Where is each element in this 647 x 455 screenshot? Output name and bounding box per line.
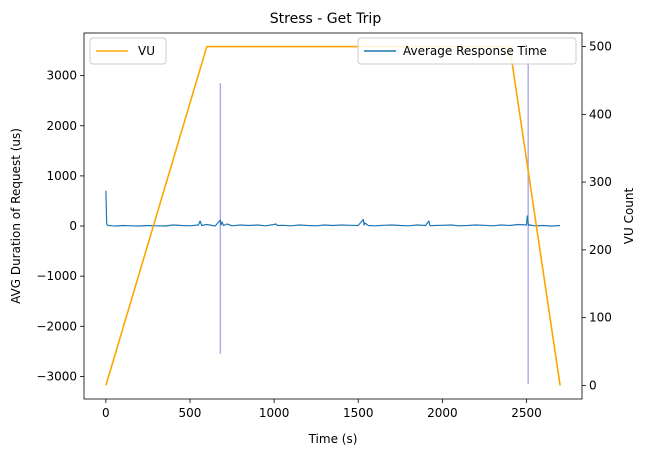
x-tick-label: 1000 [259,406,290,420]
plot-area [83,32,583,400]
x-axis-label: Time (s) [308,432,358,446]
y-right-tick-label: 200 [589,243,612,257]
y-axis-left-label: AVG Duration of Request (us) [9,128,23,304]
response-line [105,190,561,227]
legend-vu-label: VU [138,44,155,58]
legend-response-label: Average Response Time [403,44,547,58]
y-axis-right: 0 100 200 300 400 500 [582,40,612,392]
y-right-tick-label: 400 [589,107,612,121]
y-axis-right-label: VU Count [622,187,636,244]
plot-frame [83,32,583,400]
response-series [105,190,561,227]
y-left-tick-label: −3000 [36,369,77,383]
chart-title: Stress - Get Trip [270,11,382,27]
y-left-tick-label: −2000 [36,319,77,333]
x-tick-label: 1500 [343,406,374,420]
x-tick-label: 2500 [511,406,542,420]
y-left-tick-label: 0 [69,219,77,233]
y-right-tick-label: 100 [589,311,612,325]
marker-lines [219,48,529,384]
legend-response: Average Response Time [357,37,577,65]
y-left-tick-label: −1000 [36,269,77,283]
y-left-tick-label: 1000 [46,169,77,183]
y-right-tick-label: 0 [589,378,597,392]
plot-background [84,33,582,399]
y-right-tick-label: 300 [589,175,612,189]
legend-vu: VU [89,37,167,65]
y-right-tick-label: 500 [589,40,612,54]
x-axis: 0 500 1000 1500 2000 2500 [102,399,542,420]
y-left-tick-label: 2000 [46,119,77,133]
y-left-tick-label: 3000 [46,69,77,83]
y-axis-left: −3000 −2000 −1000 0 1000 2000 3000 [36,69,84,383]
x-tick-label: 0 [102,406,110,420]
x-tick-label: 2000 [427,406,458,420]
x-tick-label: 500 [179,406,202,420]
